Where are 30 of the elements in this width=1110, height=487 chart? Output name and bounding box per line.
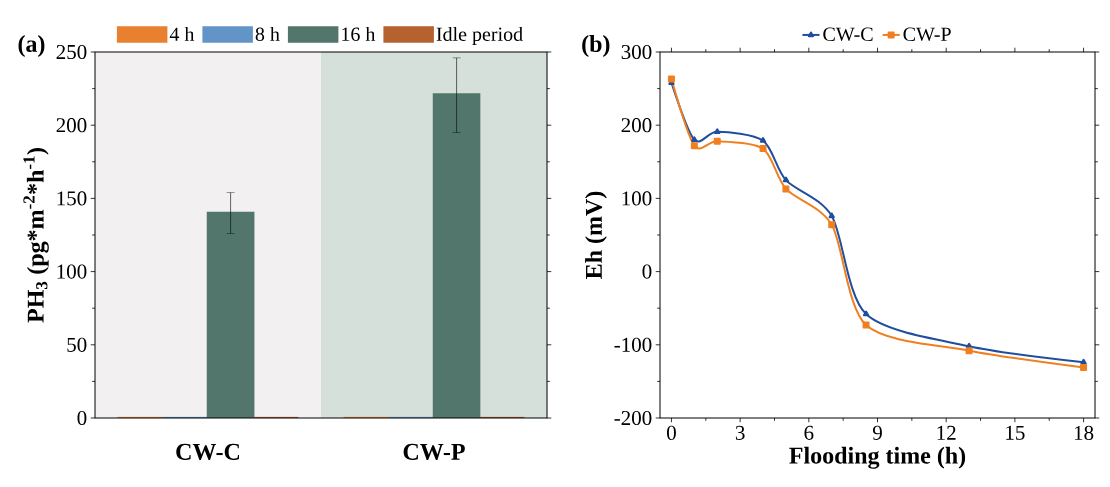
y-tick-label: -100 xyxy=(614,337,652,352)
x-tick-label: 9 xyxy=(872,425,882,440)
x-tick-label: 18 xyxy=(1074,425,1094,440)
y-tick-label: 150 xyxy=(57,191,87,206)
legend-label: 4 h xyxy=(169,26,195,41)
x-axis-title: Flooding time (h) xyxy=(789,446,966,469)
y-tick-label: -200 xyxy=(614,410,652,426)
y-tick-label: 200 xyxy=(621,118,652,133)
y-tick-label: 200 xyxy=(56,118,87,133)
y-axis-title: PH$_{3}$ (pg*m$^{-2}$*h$^{-1}$) xyxy=(23,148,49,323)
chart-title: (b) xyxy=(582,35,610,57)
y-axis-title: Eh (mV) xyxy=(585,191,607,279)
y-tick-label: 100 xyxy=(622,191,652,206)
y-tick-label: 0 xyxy=(77,410,87,426)
y-tick-label: 0 xyxy=(642,264,652,279)
chart-title: (a) xyxy=(18,35,45,57)
y-tick-label: 300 xyxy=(621,44,652,60)
legend-label: CW-P xyxy=(903,27,951,42)
y-tick-label: 100 xyxy=(57,264,87,279)
legend-label: 16 h xyxy=(342,26,376,41)
y-tick-label: 50 xyxy=(67,337,87,352)
legend-label: 8 h xyxy=(255,26,280,41)
x-tick-label: 15 xyxy=(1006,425,1025,440)
y-tick-label: 250 xyxy=(56,44,87,60)
x-tick-label: 3 xyxy=(735,425,745,440)
x-tick-label: 12 xyxy=(937,425,956,440)
legend-label: Idle period xyxy=(436,26,523,46)
legend-label: CW-C xyxy=(823,27,873,42)
x-tick-label: 0 xyxy=(667,425,676,440)
x-tick-label: 6 xyxy=(804,425,814,440)
